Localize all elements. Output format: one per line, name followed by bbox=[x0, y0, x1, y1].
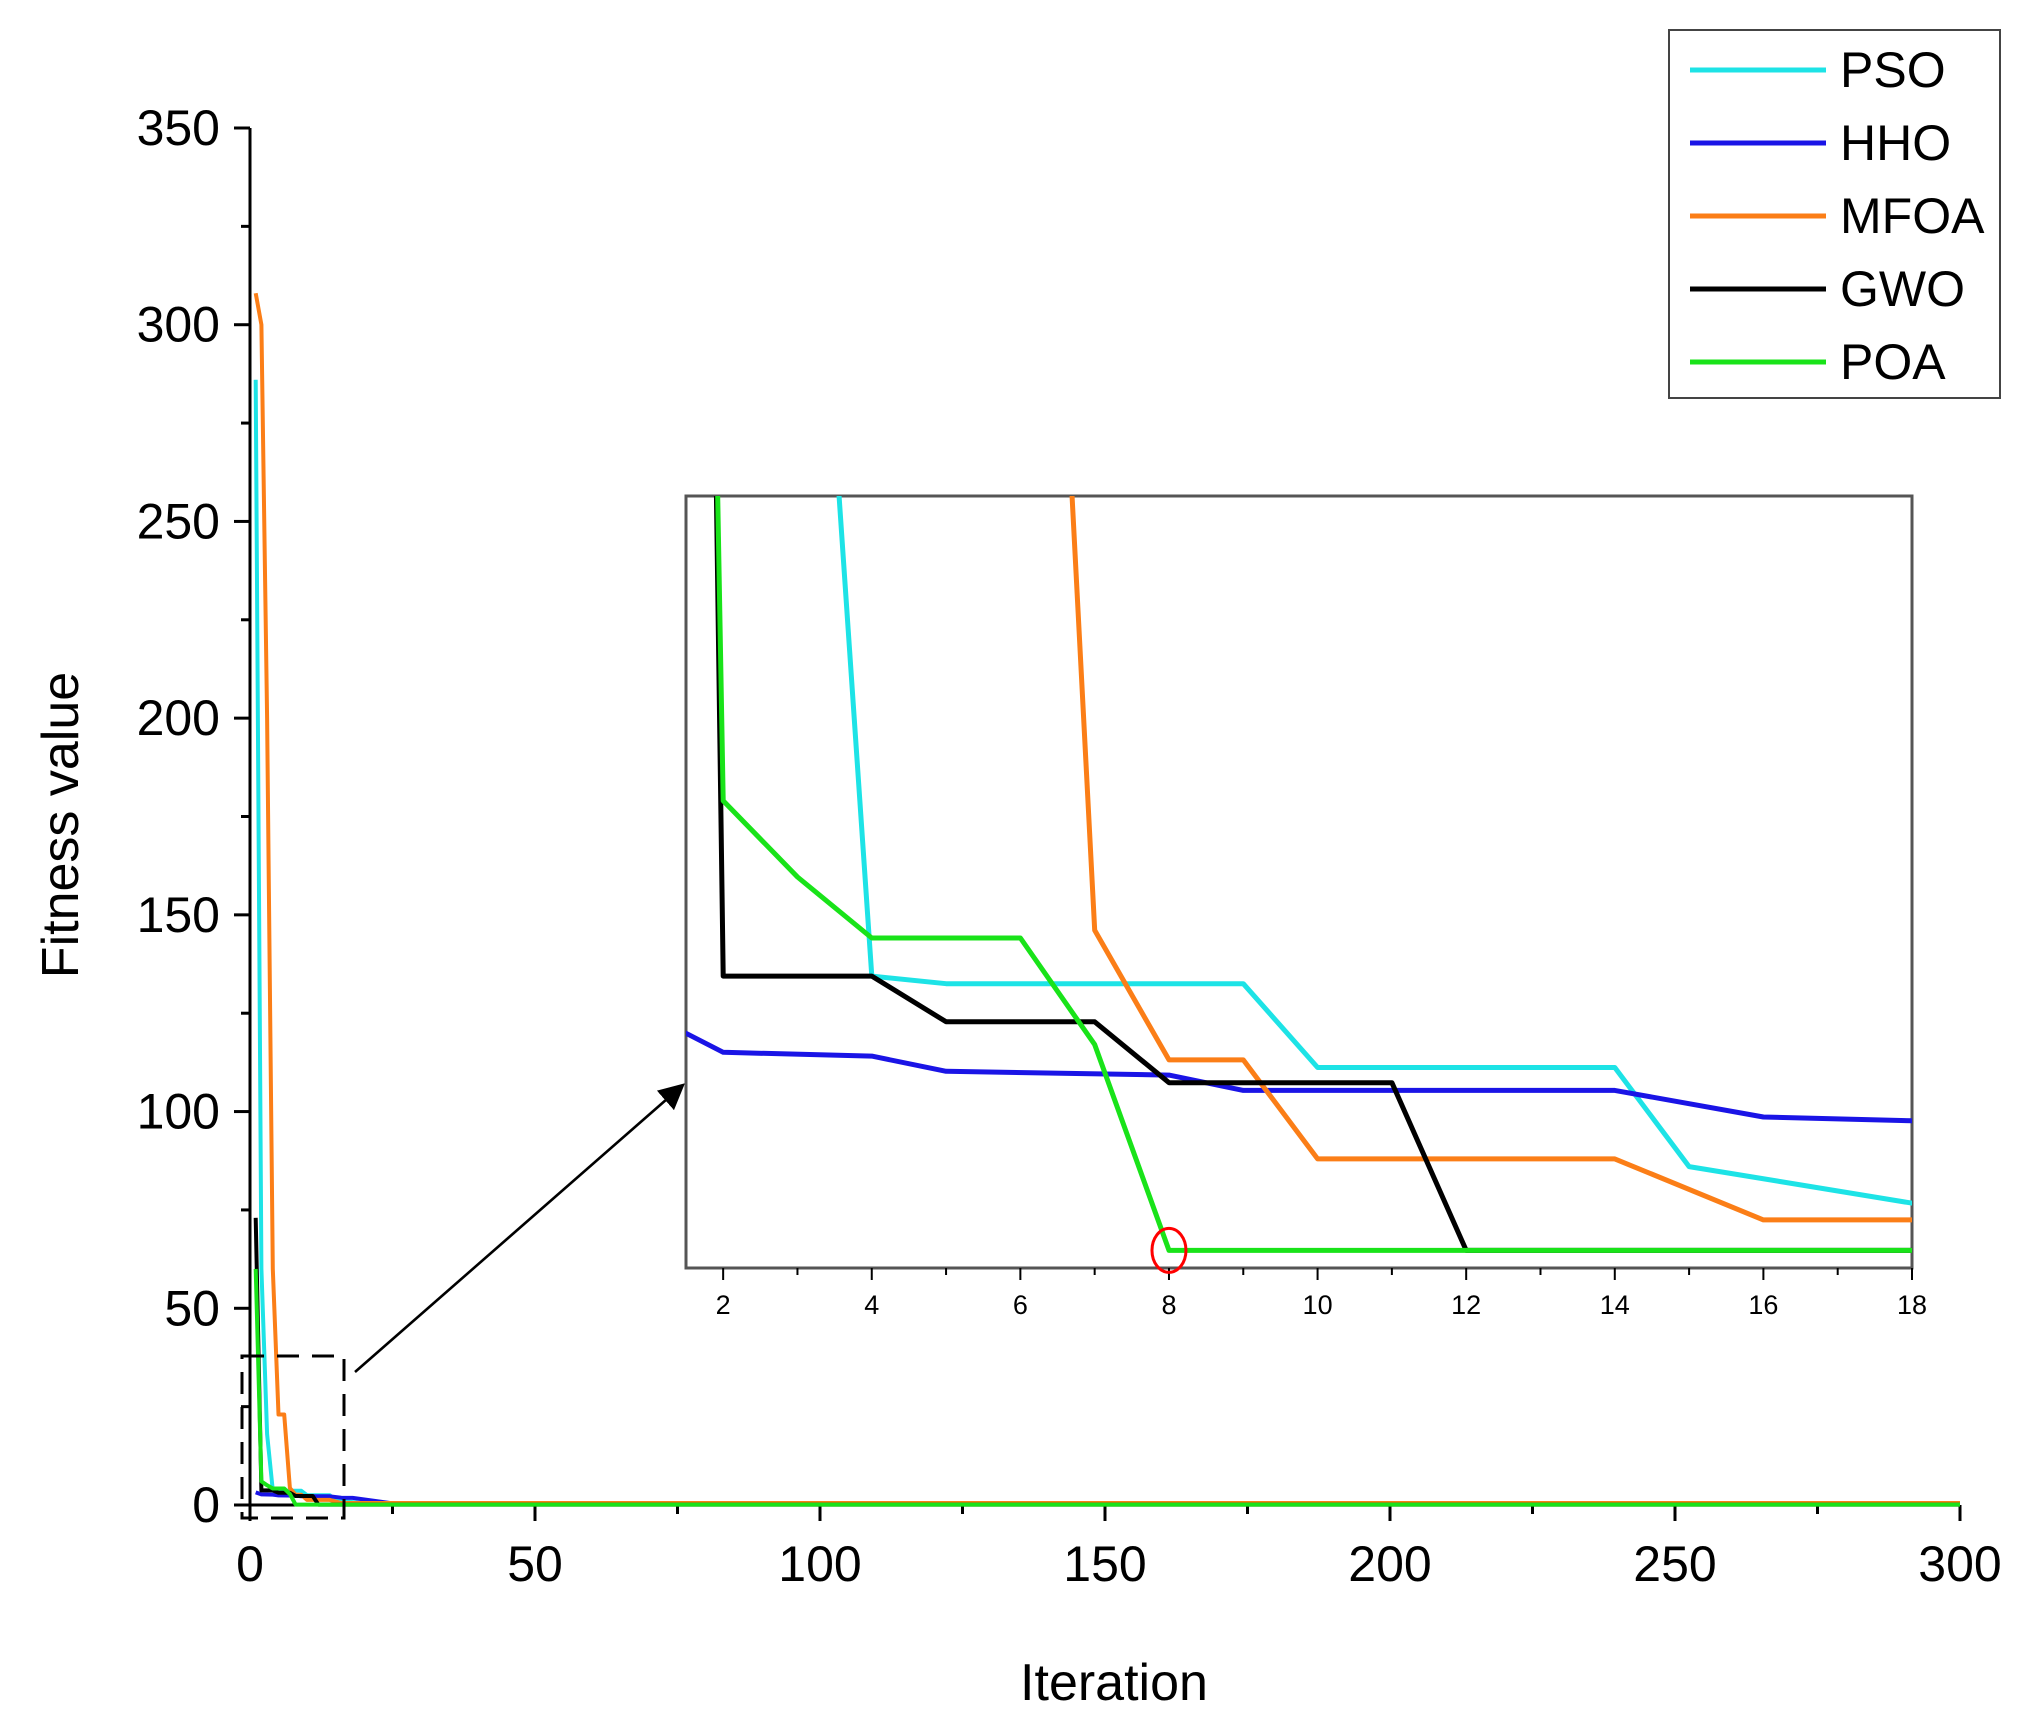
legend-label-hho: HHO bbox=[1840, 115, 1951, 171]
inset-series-line-poa bbox=[715, 496, 1912, 1253]
y-tick-label: 100 bbox=[137, 1084, 220, 1140]
inset-zoom-plot: 2 4 6 8 10 12 14 16 18 bbox=[684, 494, 1927, 1320]
zoom-region-box bbox=[240, 1354, 346, 1520]
legend-label-poa: POA bbox=[1840, 334, 1946, 390]
y-tick-label: 300 bbox=[137, 297, 220, 353]
inset-x-tick-label: 4 bbox=[864, 1290, 879, 1320]
inset-series-line-mfoa bbox=[1069, 496, 1912, 1223]
main-ticks: 0 50 100 150 200 250 300 0 50 100 150 200 250 300 350 bbox=[137, 100, 2002, 1592]
y-tick-label: 50 bbox=[164, 1280, 220, 1336]
inset-series-line-gwo bbox=[713, 496, 1912, 1253]
x-axis-title: Iteration bbox=[1020, 1654, 1208, 1712]
series-line-mfoa bbox=[253, 292, 1960, 1505]
legend-label-pso: PSO bbox=[1840, 42, 1946, 98]
legend: PSO HHO MFOA GWO POA bbox=[1668, 29, 2001, 399]
x-tick-label: 100 bbox=[778, 1536, 861, 1592]
inset-x-tick-label: 10 bbox=[1303, 1290, 1333, 1320]
inset-x-tick-label: 14 bbox=[1600, 1290, 1630, 1320]
y-axis-title: Fitness value bbox=[32, 672, 90, 978]
inset-series-line-hho bbox=[686, 1030, 1912, 1124]
x-tick-label: 50 bbox=[507, 1536, 563, 1592]
inset-x-tick-label: 12 bbox=[1451, 1290, 1481, 1320]
inset-x-tick-label: 18 bbox=[1897, 1290, 1927, 1320]
legend-label-mfoa: MFOA bbox=[1840, 188, 1985, 244]
x-tick-label: 300 bbox=[1918, 1536, 2001, 1592]
main-plot-lines bbox=[253, 292, 1960, 1507]
y-tick-label: 350 bbox=[137, 100, 220, 156]
zoom-arrow bbox=[354, 1083, 685, 1373]
x-tick-label: 0 bbox=[236, 1536, 264, 1592]
inset-x-tick-label: 2 bbox=[716, 1290, 731, 1320]
x-tick-label: 250 bbox=[1633, 1536, 1716, 1592]
inset-x-tick-label: 6 bbox=[1013, 1290, 1028, 1320]
y-tick-label: 200 bbox=[137, 690, 220, 746]
inset-x-tick-label: 8 bbox=[1161, 1290, 1176, 1320]
y-tick-label: 250 bbox=[137, 493, 220, 549]
inset-frame bbox=[684, 494, 1914, 1270]
inset-x-tick-label: 16 bbox=[1748, 1290, 1778, 1320]
series-line-poa bbox=[253, 1268, 1960, 1507]
x-tick-label: 200 bbox=[1348, 1536, 1431, 1592]
legend-label-gwo: GWO bbox=[1840, 261, 1965, 317]
inset-series-line-pso bbox=[836, 496, 1912, 1206]
convergence-highlight-circle bbox=[1150, 1226, 1188, 1274]
y-tick-label: 150 bbox=[137, 887, 220, 943]
y-tick-label: 0 bbox=[192, 1477, 220, 1533]
x-tick-label: 150 bbox=[1063, 1536, 1146, 1592]
